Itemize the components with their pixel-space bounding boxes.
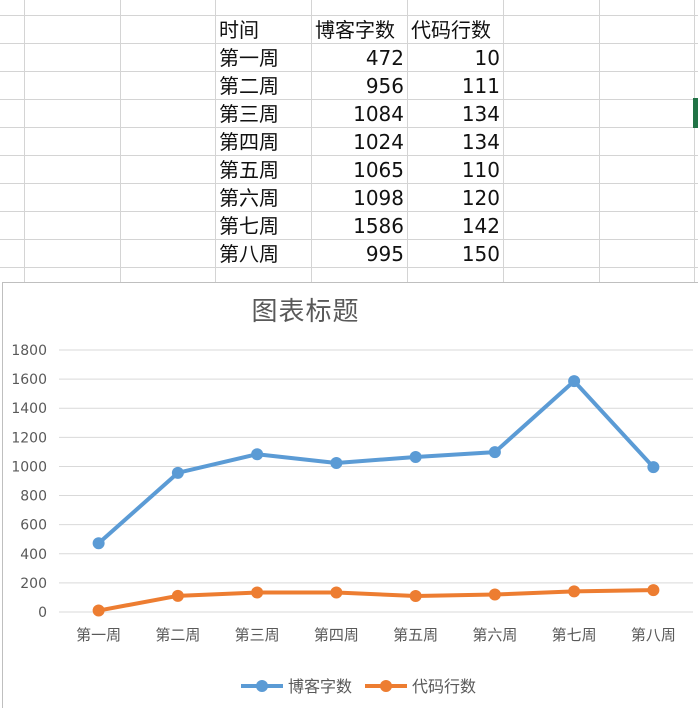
header-cell-blog-words[interactable]: 博客字数 [315,18,395,42]
table-cell-week[interactable]: 第五周 [219,158,279,182]
grid-column-line [311,0,312,282]
table-cell-blog-words[interactable]: 995 [365,242,404,266]
grid-row-line [0,43,698,44]
y-tick-label: 1400 [11,401,47,417]
table-cell-code-lines[interactable]: 134 [461,130,500,154]
legend-label-2: 代码行数 [412,677,476,696]
table-cell-blog-words[interactable]: 1084 [353,102,404,126]
grid-row-line [0,267,698,268]
data-point [330,586,343,599]
data-point [92,604,105,617]
table-cell-code-lines[interactable]: 120 [461,186,500,210]
table-cell-code-lines[interactable]: 10 [474,46,500,70]
x-tick-label: 第二周 [155,626,200,644]
table-cell-blog-words[interactable]: 472 [365,46,404,70]
table-cell-week[interactable]: 第八周 [219,242,279,266]
header-cell-code-lines[interactable]: 代码行数 [411,18,491,42]
table-cell-code-lines[interactable]: 142 [461,214,500,238]
series-line-2 [96,588,656,613]
y-tick-label: 1600 [11,372,47,388]
data-point [647,584,660,597]
grid-row-line [0,211,698,212]
table-cell-code-lines[interactable]: 110 [461,158,500,182]
grid-column-line [694,0,695,282]
chart-title[interactable]: 图表标题 [251,297,360,327]
y-tick-label: 1000 [11,459,47,475]
chart-plot-area[interactable]: 0 200 400 600 800 1000 1200 1400 1600 1800 第一周 第二周 第… [3,283,698,709]
data-point [488,446,501,459]
table-cell-blog-words[interactable]: 1586 [353,214,404,238]
grid-row-line [0,99,698,100]
table-cell-blog-words[interactable]: 956 [365,74,404,98]
data-point [488,588,501,601]
table-cell-week[interactable]: 第一周 [219,46,279,70]
grid-row-line [0,127,698,128]
legend-marker-2 [380,680,392,692]
x-tick-label: 第四周 [314,626,359,644]
table-cell-code-lines[interactable]: 111 [461,74,500,98]
header-cell-time[interactable]: 时间 [219,18,259,42]
table-cell-week[interactable]: 第四周 [219,130,279,154]
data-point [251,586,264,599]
grid-row-line [0,239,698,240]
grid-row-line [0,183,698,184]
data-point [92,537,105,550]
grid-column-line [120,0,121,282]
y-tick-label: 1200 [11,430,47,446]
data-point [171,589,184,602]
table-cell-week[interactable]: 第七周 [219,214,279,238]
table-cell-blog-words[interactable]: 1098 [353,186,404,210]
selected-cell-border [693,98,698,128]
y-tick-label: 1800 [11,343,47,359]
grid-row-line [0,155,698,156]
table-cell-blog-words[interactable]: 1024 [353,130,404,154]
table-cell-code-lines[interactable]: 150 [461,242,500,266]
grid-column-line [215,0,216,282]
x-tick-label: 第三周 [235,626,280,644]
table-cell-code-lines[interactable]: 134 [461,102,500,126]
table-cell-week[interactable]: 第三周 [219,102,279,126]
x-tick-label: 第一周 [76,626,121,644]
data-point [409,589,422,602]
y-tick-label: 400 [20,547,47,563]
table-cell-blog-words[interactable]: 1065 [353,158,404,182]
x-tick-label: 第七周 [552,626,597,644]
data-point [568,585,581,598]
y-tick-label: 600 [20,518,47,534]
y-tick-label: 200 [20,576,47,592]
legend-marker-1 [256,680,268,692]
x-tick-label: 第六周 [472,626,517,644]
table-cell-week[interactable]: 第六周 [219,186,279,210]
grid-column-line [599,0,600,282]
data-point [568,375,581,388]
data-point [171,466,184,479]
x-tick-label: 第八周 [631,626,676,644]
table-cell-week[interactable]: 第二周 [219,74,279,98]
data-point [251,448,264,461]
grid-row-line [0,15,698,16]
data-point [647,461,660,474]
grid-column-line [503,0,504,282]
grid-column-line [24,0,25,282]
grid-column-line [407,0,408,282]
data-point [330,456,343,469]
grid-row-line [0,71,698,72]
y-tick-label: 800 [20,489,47,505]
x-tick-label: 第五周 [393,626,438,644]
legend-label-1: 博客字数 [288,677,352,696]
line-chart[interactable]: 图表标题 0 200 400 600 800 1000 1200 1400 1600 1800 第一… [2,282,698,708]
data-point [409,450,422,463]
y-tick-label: 0 [38,605,47,621]
series-line-1 [96,379,656,546]
